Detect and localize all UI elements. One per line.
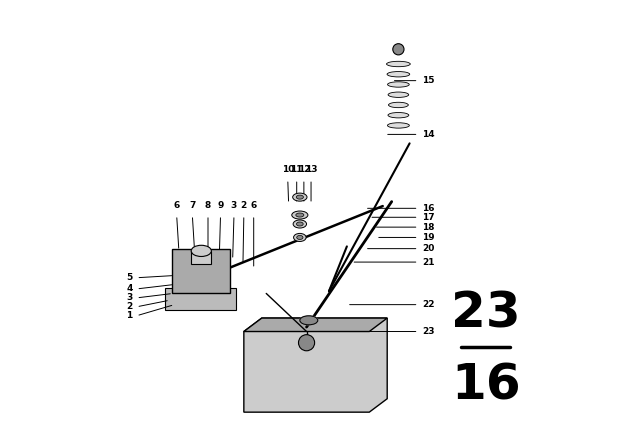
- Text: 19: 19: [422, 233, 435, 242]
- Text: 9: 9: [218, 201, 224, 210]
- Ellipse shape: [388, 112, 409, 118]
- Text: 8: 8: [205, 201, 211, 210]
- Text: 23: 23: [451, 289, 520, 338]
- Polygon shape: [244, 318, 387, 332]
- Ellipse shape: [388, 92, 409, 97]
- Text: 6: 6: [173, 201, 180, 210]
- Text: 16: 16: [451, 361, 520, 409]
- Ellipse shape: [296, 213, 304, 217]
- Bar: [191, 251, 211, 264]
- Ellipse shape: [292, 211, 308, 219]
- Text: 3: 3: [231, 201, 237, 210]
- Text: 11: 11: [291, 165, 303, 174]
- Ellipse shape: [387, 72, 410, 77]
- Ellipse shape: [292, 193, 307, 201]
- Text: 18: 18: [422, 223, 435, 232]
- Text: 1: 1: [127, 311, 132, 320]
- Text: 6: 6: [251, 201, 257, 210]
- FancyBboxPatch shape: [172, 249, 230, 293]
- Text: 4: 4: [126, 284, 132, 293]
- Text: 7: 7: [189, 201, 195, 210]
- Text: 15: 15: [422, 76, 435, 85]
- Text: 16: 16: [422, 204, 435, 213]
- Ellipse shape: [294, 233, 306, 241]
- Text: 5: 5: [127, 273, 132, 282]
- Text: 21: 21: [422, 258, 435, 267]
- Text: 12: 12: [298, 165, 310, 174]
- Text: 10: 10: [282, 165, 294, 174]
- Ellipse shape: [393, 43, 404, 55]
- Ellipse shape: [296, 195, 303, 199]
- Ellipse shape: [388, 82, 409, 87]
- Polygon shape: [244, 318, 387, 412]
- Ellipse shape: [300, 316, 317, 325]
- Text: 3: 3: [127, 293, 132, 302]
- Ellipse shape: [388, 102, 408, 108]
- Ellipse shape: [387, 123, 410, 128]
- Text: 20: 20: [422, 244, 435, 253]
- Ellipse shape: [296, 222, 303, 226]
- Text: 2: 2: [127, 302, 132, 311]
- Text: 14: 14: [422, 130, 435, 139]
- Ellipse shape: [297, 236, 303, 239]
- Ellipse shape: [191, 246, 211, 256]
- Ellipse shape: [387, 61, 410, 67]
- Text: 2: 2: [241, 201, 247, 210]
- Text: 23: 23: [422, 327, 435, 336]
- Ellipse shape: [293, 220, 307, 228]
- Circle shape: [298, 335, 315, 351]
- Text: 17: 17: [422, 213, 435, 222]
- Text: 13: 13: [305, 165, 317, 174]
- Text: 22: 22: [422, 300, 435, 309]
- FancyBboxPatch shape: [164, 288, 236, 310]
